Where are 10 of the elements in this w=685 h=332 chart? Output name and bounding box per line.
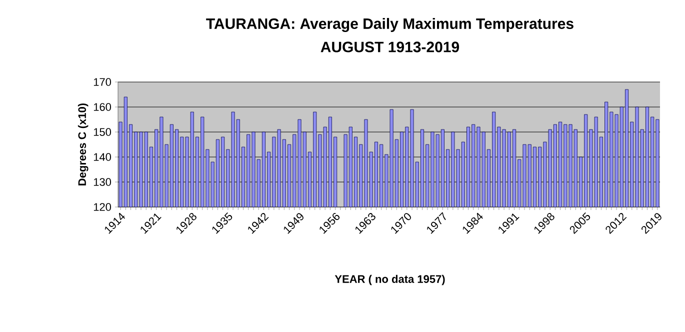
y-tick-label: 130 [94,178,112,186]
y-tick-label: 120 [94,203,112,211]
y-tick-label: 150 [94,128,112,136]
chart-subtitle: AUGUST 1913-2019 [320,42,460,52]
x-axis-title: YEAR ( no data 1957) [334,274,445,286]
chart-title: TAURANGA: Average Daily Maximum Temperatures [206,18,574,32]
y-axis-title: Degrees C (x10) [78,103,88,186]
y-tick-label: 140 [94,153,112,161]
y-tick-label: 170 [94,78,112,86]
y-tick-label: 160 [94,103,112,111]
